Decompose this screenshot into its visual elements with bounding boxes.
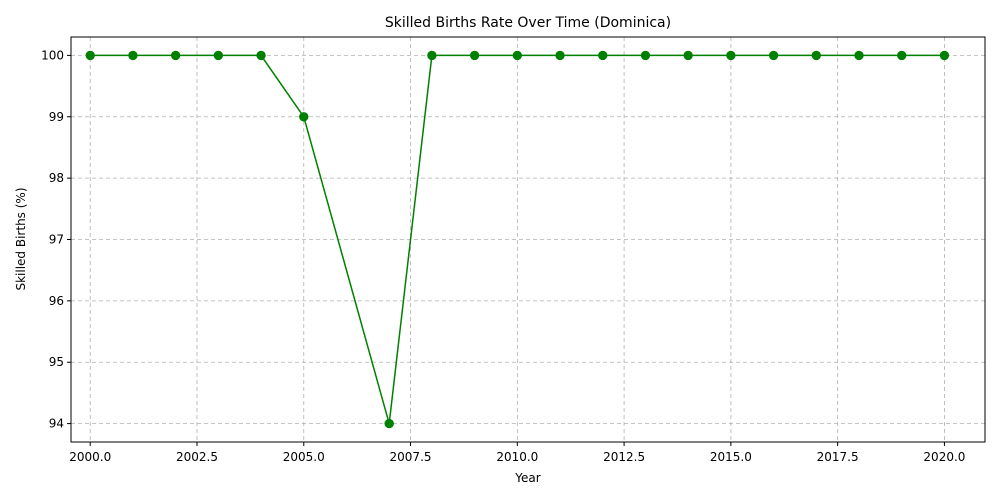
series-markers <box>85 50 950 429</box>
data-point-marker <box>768 50 779 61</box>
x-tick-label: 2017.5 <box>817 450 859 464</box>
data-point-marker <box>854 50 864 61</box>
x-tick-label: 2020.0 <box>923 450 965 464</box>
data-point-marker <box>427 50 437 61</box>
y-tick-label: 98 <box>49 171 64 185</box>
data-point-marker <box>683 50 693 61</box>
series-line <box>90 54 945 424</box>
data-point-marker <box>299 112 309 122</box>
data-point-marker <box>897 50 907 61</box>
data-point-marker <box>512 50 523 61</box>
x-tick-label: 2005.0 <box>283 450 325 464</box>
x-tick-label: 2007.5 <box>390 450 432 464</box>
data-point-marker <box>726 50 736 61</box>
grid-lines <box>71 37 985 442</box>
data-point-marker <box>213 50 224 61</box>
y-tick-label: 95 <box>49 355 64 369</box>
data-point-marker <box>85 50 95 61</box>
y-axis-ticks: 94 95 96 97 98 99 100 <box>41 48 71 431</box>
data-point-marker <box>598 50 608 61</box>
data-point-marker <box>811 50 821 61</box>
x-tick-label: 2015.0 <box>710 450 752 464</box>
x-tick-label: 2010.0 <box>496 450 538 464</box>
data-point-marker <box>170 50 181 61</box>
data-point-marker <box>384 418 394 429</box>
y-axis-label: Skilled Births (%) <box>14 187 28 290</box>
data-point-marker <box>256 50 266 61</box>
y-tick-label: 97 <box>49 233 64 247</box>
x-axis-label: Year <box>514 471 540 485</box>
data-point-marker <box>469 50 480 61</box>
y-tick-label: 100 <box>41 48 64 62</box>
chart-title: Skilled Births Rate Over Time (Dominica) <box>385 15 671 31</box>
data-point-marker <box>128 50 138 61</box>
data-point-marker <box>939 50 950 61</box>
y-tick-label: 99 <box>49 110 64 124</box>
series-lines <box>90 54 945 424</box>
y-tick-label: 94 <box>49 417 64 431</box>
x-tick-label: 2002.5 <box>176 450 218 464</box>
x-tick-label: 2012.5 <box>603 450 645 464</box>
data-point-marker <box>640 50 651 61</box>
x-tick-label: 2000.0 <box>69 450 111 464</box>
data-point-marker <box>555 50 565 61</box>
x-axis-ticks: 2000.0 2002.5 2005.0 2007.5 2010.0 2012.5 2015… <box>69 442 965 464</box>
y-tick-label: 96 <box>49 294 64 308</box>
